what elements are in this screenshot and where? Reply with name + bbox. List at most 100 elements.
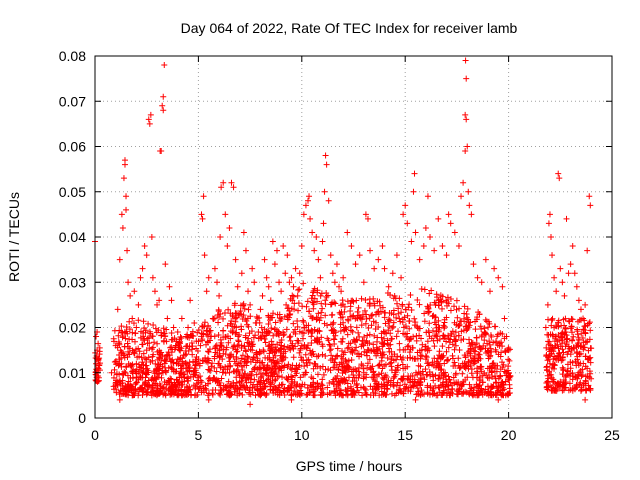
data-point: [184, 377, 191, 384]
data-point: [495, 383, 502, 390]
data-point: [261, 333, 268, 340]
data-point: [150, 321, 157, 328]
data-point: [247, 358, 254, 365]
data-point: [261, 256, 268, 263]
data-point: [288, 396, 295, 403]
data-point: [214, 351, 221, 358]
data-point: [476, 343, 483, 350]
data-point: [251, 279, 258, 286]
data-point: [384, 354, 391, 361]
data-point: [276, 311, 283, 318]
data-point: [339, 335, 346, 342]
data-point: [130, 320, 137, 327]
data-point: [235, 342, 242, 349]
data-point: [548, 317, 555, 324]
data-point: [285, 361, 292, 368]
data-point: [283, 326, 290, 333]
data-point: [370, 368, 377, 375]
data-point: [117, 387, 124, 394]
data-point: [143, 371, 150, 378]
data-point: [185, 324, 192, 331]
data-point: [300, 371, 307, 378]
data-point: [484, 365, 491, 372]
data-point: [250, 354, 257, 361]
data-point: [424, 338, 431, 345]
data-point: [319, 305, 326, 312]
data-point: [486, 288, 493, 295]
data-point: [436, 362, 443, 369]
data-point: [559, 371, 566, 378]
data-point: [258, 359, 265, 366]
data-point: [199, 323, 206, 330]
data-point: [163, 338, 170, 345]
data-point: [308, 352, 315, 359]
data-point: [191, 392, 198, 399]
data-point: [443, 348, 450, 355]
data-point: [315, 383, 322, 390]
data-point: [482, 256, 489, 263]
data-point: [278, 381, 285, 388]
data-point: [578, 373, 585, 380]
data-point: [310, 287, 317, 294]
data-point: [339, 392, 346, 399]
data-point: [490, 339, 497, 346]
data-point: [176, 336, 183, 343]
data-point: [160, 93, 167, 100]
data-point: [381, 374, 388, 381]
data-point: [459, 370, 466, 377]
y-tick-label: 0.04: [59, 229, 86, 245]
data-point: [498, 339, 505, 346]
data-point: [340, 274, 347, 281]
data-point: [150, 391, 157, 398]
data-point: [163, 326, 170, 333]
data-point: [415, 391, 422, 398]
data-point: [455, 379, 462, 386]
data-point: [563, 338, 570, 345]
data-point: [205, 274, 212, 281]
data-point: [356, 252, 363, 259]
data-point: [299, 303, 306, 310]
data-point: [449, 385, 456, 392]
data-point: [168, 344, 175, 351]
data-point: [164, 315, 171, 322]
data-point: [574, 356, 581, 363]
data-point: [399, 301, 406, 308]
data-point: [110, 383, 117, 390]
data-point: [374, 386, 381, 393]
data-point: [465, 318, 472, 325]
data-point: [480, 342, 487, 349]
data-point: [447, 336, 454, 343]
data-point: [294, 317, 301, 324]
data-point: [461, 310, 468, 317]
data-point: [116, 396, 123, 403]
data-point: [438, 366, 445, 373]
data-point: [405, 342, 412, 349]
data-point: [362, 211, 369, 218]
data-point: [552, 333, 559, 340]
data-point: [332, 300, 339, 307]
data-point: [209, 315, 216, 322]
data-point: [405, 376, 412, 383]
data-point: [555, 319, 562, 326]
data-point: [196, 360, 203, 367]
y-tick-label: 0: [78, 410, 86, 426]
data-point: [376, 362, 383, 369]
x-tick-label: 25: [604, 427, 620, 443]
data-point: [434, 337, 441, 344]
data-point: [559, 364, 566, 371]
data-point: [283, 301, 290, 308]
data-point: [435, 215, 442, 222]
data-point: [172, 368, 179, 375]
data-point: [433, 358, 440, 365]
data-point: [554, 341, 561, 348]
data-point: [337, 321, 344, 328]
data-point: [245, 355, 252, 362]
data-point: [341, 368, 348, 375]
data-point: [395, 362, 402, 369]
data-point: [331, 359, 338, 366]
data-point: [162, 392, 169, 399]
data-point: [579, 371, 586, 378]
data-point: [458, 328, 465, 335]
data-point: [126, 351, 133, 358]
